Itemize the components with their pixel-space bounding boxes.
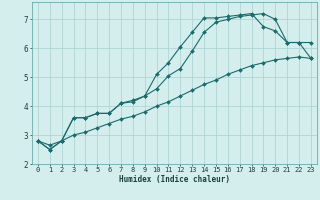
X-axis label: Humidex (Indice chaleur): Humidex (Indice chaleur) [119, 175, 230, 184]
